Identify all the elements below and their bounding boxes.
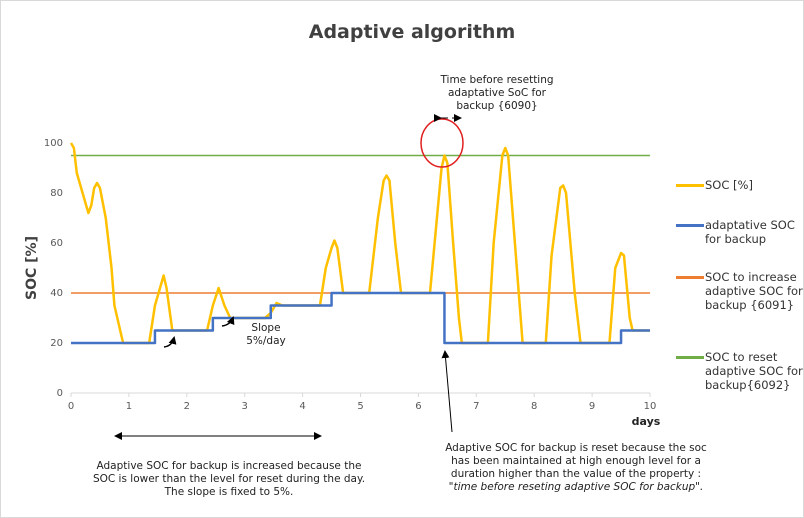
y-tick-label: 0 xyxy=(57,388,63,399)
x-tick-label: 1 xyxy=(126,401,132,412)
x-axis-label: days xyxy=(632,415,661,428)
y-tick-label: 40 xyxy=(50,288,63,299)
series-line xyxy=(71,291,650,345)
legend-swatch xyxy=(676,356,704,359)
y-tick-label: 20 xyxy=(50,338,63,349)
x-tick-label: 0 xyxy=(68,401,74,412)
x-tick-label: 5 xyxy=(357,401,363,412)
legend-label: SOC to increase adaptive SOC for backup … xyxy=(705,270,803,312)
x-tick-label: 9 xyxy=(589,401,595,412)
annotation: Adaptive SOC for backup is increased bec… xyxy=(92,460,366,498)
y-tick-label: 100 xyxy=(44,138,63,149)
y-axis-label: SOC [%] xyxy=(24,236,40,300)
annotation: Time before resetting adaptative SoC for… xyxy=(440,74,554,112)
legend-label: adaptative SOC for backup xyxy=(705,218,795,246)
annotation: "time before reseting adaptive SOC for b… xyxy=(448,481,704,493)
chart-title: Adaptive algorithm xyxy=(309,21,516,43)
series-line xyxy=(69,142,650,345)
legend-label: SOC [%] xyxy=(705,178,753,192)
x-tick-label: 4 xyxy=(299,401,305,412)
y-tick-label: 60 xyxy=(50,238,63,249)
x-tick-label: 2 xyxy=(184,401,190,412)
highlight-circle xyxy=(420,118,464,168)
annotation: Adaptive SOC for backup is reset because… xyxy=(445,442,707,480)
legend-swatch xyxy=(676,224,704,227)
arrow xyxy=(163,336,177,348)
x-tick-label: 6 xyxy=(415,401,421,412)
x-tick-label: 8 xyxy=(531,401,537,412)
x-tick-label: 7 xyxy=(473,401,479,412)
legend-swatch xyxy=(676,184,704,187)
x-tick-label: 3 xyxy=(242,401,248,412)
plot-area: 0 20 40 60 80 100 0 1 2 3 4 5 6 7 8 9 10 xyxy=(44,138,656,412)
x-tick-label: 10 xyxy=(644,401,657,412)
legend-label: SOC to reset adaptive SOC for backup{609… xyxy=(705,350,803,392)
annotation-block: Adaptive SOC for backup is reset because… xyxy=(438,442,714,494)
arrow xyxy=(441,350,453,433)
legend-swatch xyxy=(676,276,704,279)
y-tick-label: 80 xyxy=(50,188,63,199)
annotation: Slope 5%/day xyxy=(246,322,286,347)
arrow xyxy=(221,316,235,327)
